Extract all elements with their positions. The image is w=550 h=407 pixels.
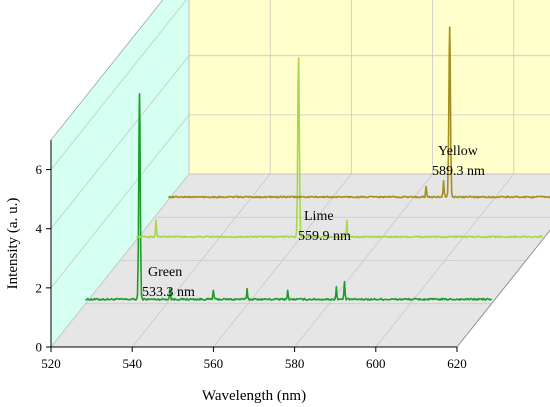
peak-label: Yellow [438,144,479,159]
peak-label: 559.9 nm [298,229,351,244]
y-tick-label: 0 [36,340,43,355]
gridline-y [50,114,550,289]
x-tick-label: 620 [447,356,467,371]
depth-edge [456,229,550,348]
gridline-y [50,0,187,170]
y-axis-title: Intensity (a. u.) [5,198,21,290]
spectrum-series-0 [85,93,493,302]
x-tick-label: 560 [204,356,224,371]
x-tick-label: 540 [122,356,142,371]
y-tick-label: 6 [36,162,43,177]
peak-label: Lime [304,209,334,224]
gridline-y [50,173,550,348]
peak-label: 533.3 nm [142,285,195,300]
x-tick-label: 600 [366,356,386,371]
peak-label: Green [148,265,182,280]
x-tick-label: 520 [41,356,61,371]
spectrum-series-1 [135,57,544,239]
peak-label: 589.3 nm [432,164,485,179]
spectrum-series-2 [167,26,550,199]
x-tick-label: 580 [285,356,305,371]
y-tick-label: 2 [36,280,43,295]
y-tick-label: 4 [36,221,43,236]
x-axis-title: Wavelength (nm) [202,388,306,404]
back-wall [188,0,550,175]
gridline-y [50,55,550,229]
